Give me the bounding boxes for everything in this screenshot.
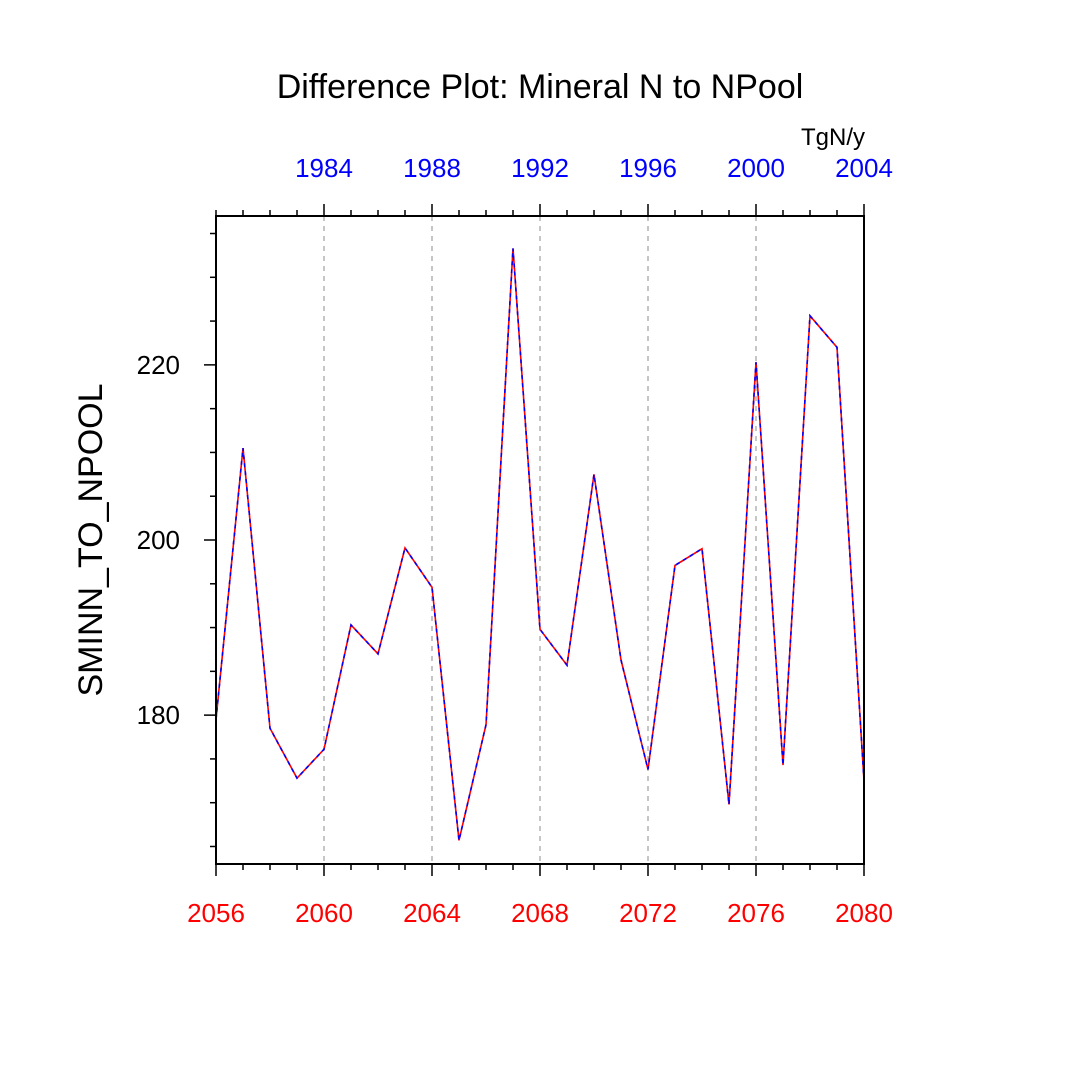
top-tick-label-1992: 1992 bbox=[511, 153, 569, 183]
y-tick-label-220: 220 bbox=[137, 350, 180, 380]
top-tick-label-1984: 1984 bbox=[295, 153, 353, 183]
x-tick-label-2060: 2060 bbox=[295, 898, 353, 928]
series-layer bbox=[215, 248, 865, 841]
y-axis-label: SMINN_TO_NPOOL bbox=[72, 383, 110, 696]
x-tick-label-2056: 2056 bbox=[187, 898, 245, 928]
top-tick-label-2000: 2000 bbox=[727, 153, 785, 183]
plot-frame bbox=[215, 215, 865, 865]
tick-labels: 2056 2060 2064 2068 2072 2076 2080 1984 1988 1992… bbox=[137, 153, 893, 928]
chart-title: Difference Plot: Mineral N to NPool bbox=[277, 68, 804, 106]
series-line-1 bbox=[215, 248, 865, 841]
x-tick-label-2076: 2076 bbox=[727, 898, 785, 928]
top-tick-label-1996: 1996 bbox=[619, 153, 677, 183]
x-tick-label-2064: 2064 bbox=[403, 898, 461, 928]
x-tick-label-2068: 2068 bbox=[511, 898, 569, 928]
y-tick-label-180: 180 bbox=[137, 700, 180, 730]
x-tick-label-2072: 2072 bbox=[619, 898, 677, 928]
units-label: TgN/y bbox=[801, 124, 865, 151]
top-tick-label-1988: 1988 bbox=[403, 153, 461, 183]
top-tick-label-2004: 2004 bbox=[835, 153, 893, 183]
grid-lines bbox=[323, 216, 757, 864]
x-tick-label-2080: 2080 bbox=[835, 898, 893, 928]
y-tick-label-200: 200 bbox=[137, 525, 180, 555]
